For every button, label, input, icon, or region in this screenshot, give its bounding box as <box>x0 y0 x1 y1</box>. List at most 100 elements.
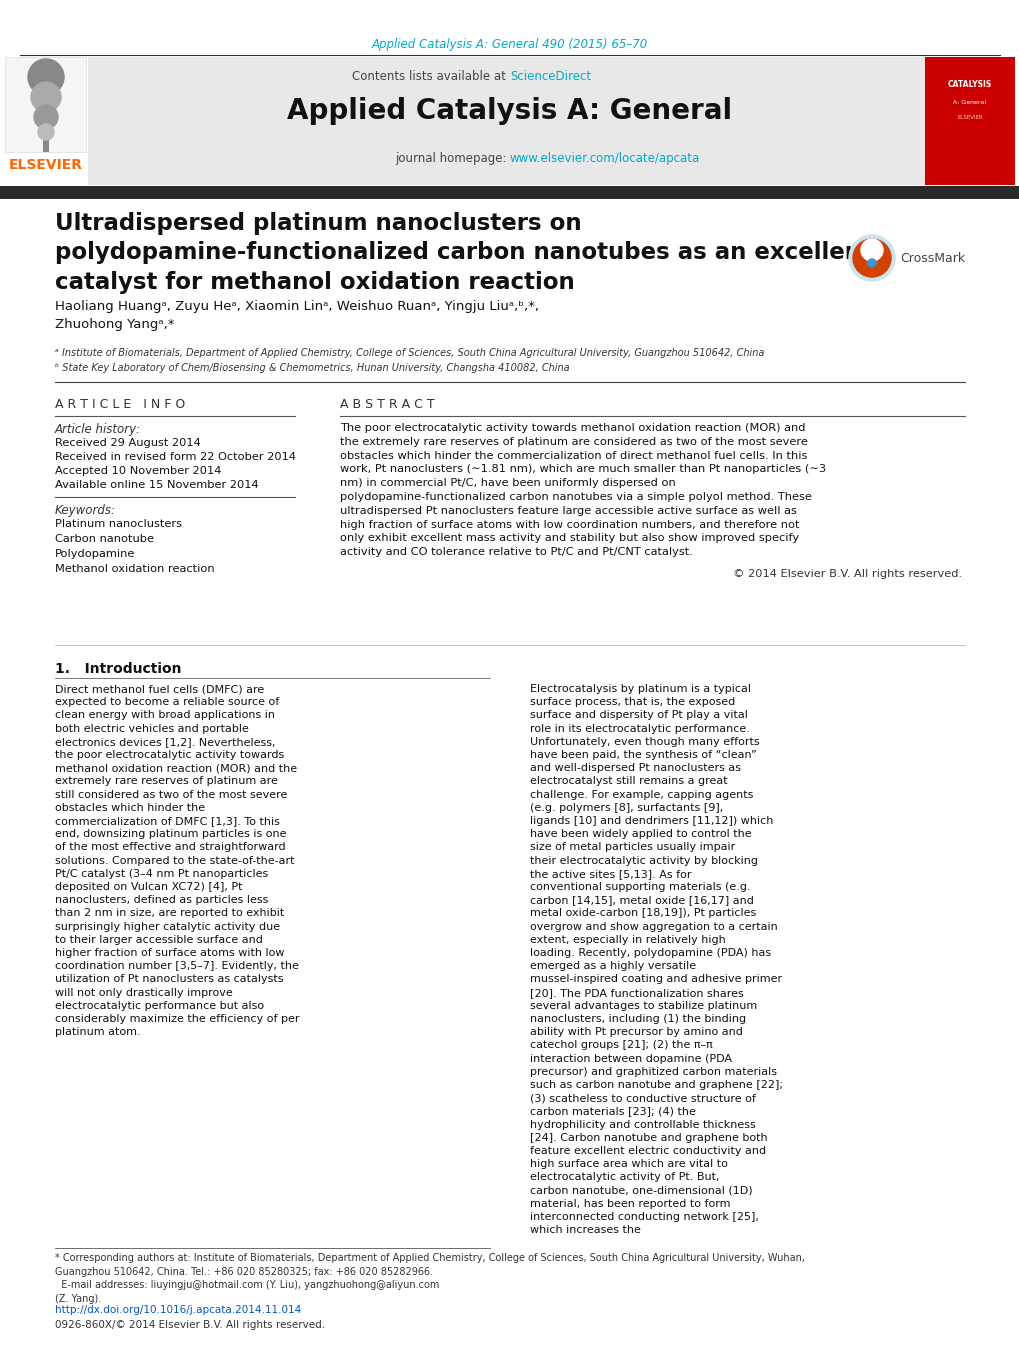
Text: than 2 nm in size, are reported to exhibit: than 2 nm in size, are reported to exhib… <box>55 908 284 919</box>
Bar <box>924 57 1014 185</box>
Text: http://dx.doi.org/10.1016/j.apcata.2014.11.014: http://dx.doi.org/10.1016/j.apcata.2014.… <box>55 1305 301 1315</box>
Text: [24]. Carbon nanotube and graphene both: [24]. Carbon nanotube and graphene both <box>530 1132 767 1143</box>
Text: Available online 15 November 2014: Available online 15 November 2014 <box>55 480 259 490</box>
Text: Platinum nanoclusters: Platinum nanoclusters <box>55 519 181 530</box>
Text: (e.g. polymers [8], surfactants [9],: (e.g. polymers [8], surfactants [9], <box>530 802 722 813</box>
Text: precursor) and graphitized carbon materials: precursor) and graphitized carbon materi… <box>530 1067 776 1077</box>
Text: have been widely applied to control the: have been widely applied to control the <box>530 830 751 839</box>
Text: Electrocatalysis by platinum is a typical: Electrocatalysis by platinum is a typica… <box>530 684 750 694</box>
Text: electrocatalytic performance but also: electrocatalytic performance but also <box>55 1001 264 1011</box>
Text: higher fraction of surface atoms with low: higher fraction of surface atoms with lo… <box>55 948 284 958</box>
Text: www.elsevier.com/locate/apcata: www.elsevier.com/locate/apcata <box>510 153 700 165</box>
Text: nanoclusters, defined as particles less: nanoclusters, defined as particles less <box>55 896 268 905</box>
Text: The poor electrocatalytic activity towards methanol oxidation reaction (MOR) and: The poor electrocatalytic activity towar… <box>339 423 805 434</box>
Text: Direct methanol fuel cells (DMFC) are: Direct methanol fuel cells (DMFC) are <box>55 684 264 694</box>
Text: A B S T R A C T: A B S T R A C T <box>339 399 434 411</box>
Text: both electric vehicles and portable: both electric vehicles and portable <box>55 724 249 734</box>
Text: material, has been reported to form: material, has been reported to form <box>530 1198 730 1209</box>
Circle shape <box>848 235 894 281</box>
Text: ultradispersed Pt nanoclusters feature large accessible active surface as well a: ultradispersed Pt nanoclusters feature l… <box>339 505 796 516</box>
Text: Carbon nanotube: Carbon nanotube <box>55 534 154 544</box>
Text: ᵇ State Key Laboratory of Chem/Biosensing & Chemometrics, Hunan University, Chan: ᵇ State Key Laboratory of Chem/Biosensin… <box>55 363 569 373</box>
Bar <box>5 57 86 153</box>
Text: emerged as a highly versatile: emerged as a highly versatile <box>530 961 695 971</box>
Text: several advantages to stabilize platinum: several advantages to stabilize platinum <box>530 1001 756 1011</box>
Text: feature excellent electric conductivity and: feature excellent electric conductivity … <box>530 1146 765 1156</box>
Text: solutions. Compared to the state-of-the-art: solutions. Compared to the state-of-the-… <box>55 855 294 866</box>
Text: polydopamine-functionalized carbon nanotubes via a simple polyol method. These: polydopamine-functionalized carbon nanot… <box>339 492 811 503</box>
Text: clean energy with broad applications in: clean energy with broad applications in <box>55 711 275 720</box>
Text: the poor electrocatalytic activity towards: the poor electrocatalytic activity towar… <box>55 750 284 761</box>
Text: Article history:: Article history: <box>55 423 141 436</box>
Text: interconnected conducting network [25],: interconnected conducting network [25], <box>530 1212 758 1223</box>
Text: ᵃ Institute of Biomaterials, Department of Applied Chemistry, College of Science: ᵃ Institute of Biomaterials, Department … <box>55 349 763 358</box>
Text: nm) in commercial Pt/C, have been uniformly dispersed on: nm) in commercial Pt/C, have been unifor… <box>339 478 676 488</box>
Text: Methanol oxidation reaction: Methanol oxidation reaction <box>55 563 214 574</box>
Text: platinum atom.: platinum atom. <box>55 1027 141 1038</box>
Circle shape <box>28 59 64 95</box>
Text: have been paid, the synthesis of “clean”: have been paid, the synthesis of “clean” <box>530 750 756 761</box>
Text: (3) scatheless to conductive structure of: (3) scatheless to conductive structure o… <box>530 1093 755 1104</box>
Text: ELSEVIER: ELSEVIER <box>956 115 982 120</box>
Circle shape <box>31 82 61 112</box>
Text: considerably maximize the efficiency of per: considerably maximize the efficiency of … <box>55 1015 300 1024</box>
Text: journal homepage:: journal homepage: <box>394 153 510 165</box>
Circle shape <box>860 239 882 261</box>
Circle shape <box>867 259 875 267</box>
Text: ligands [10] and dendrimers [11,12]) which: ligands [10] and dendrimers [11,12]) whi… <box>530 816 772 825</box>
Text: A: General: A: General <box>953 100 985 105</box>
Text: electrocatalyst still remains a great: electrocatalyst still remains a great <box>530 777 727 786</box>
Bar <box>43 141 49 153</box>
Text: loading. Recently, polydopamine (PDA) has: loading. Recently, polydopamine (PDA) ha… <box>530 948 770 958</box>
Text: nanoclusters, including (1) the binding: nanoclusters, including (1) the binding <box>530 1015 745 1024</box>
Text: Ultradispersed platinum nanoclusters on
polydopamine-functionalized carbon nanot: Ultradispersed platinum nanoclusters on … <box>55 212 871 293</box>
Text: ELSEVIER: ELSEVIER <box>9 158 83 172</box>
Text: hydrophilicity and controllable thickness: hydrophilicity and controllable thicknes… <box>530 1120 755 1129</box>
Text: mussel-inspired coating and adhesive primer: mussel-inspired coating and adhesive pri… <box>530 974 782 985</box>
Text: surface process, that is, the exposed: surface process, that is, the exposed <box>530 697 735 707</box>
Text: Keywords:: Keywords: <box>55 504 116 517</box>
Text: catechol groups [21]; (2) the π–π: catechol groups [21]; (2) the π–π <box>530 1040 712 1050</box>
Text: surface and dispersity of Pt play a vital: surface and dispersity of Pt play a vita… <box>530 711 747 720</box>
Text: Haoliang Huangᵃ, Zuyu Heᵃ, Xiaomin Linᵃ, Weishuo Ruanᵃ, Yingju Liuᵃ,ᵇ,*,
Zhuohon: Haoliang Huangᵃ, Zuyu Heᵃ, Xiaomin Linᵃ,… <box>55 300 538 331</box>
Text: carbon nanotube, one-dimensional (1D): carbon nanotube, one-dimensional (1D) <box>530 1186 752 1196</box>
Text: Pt/C catalyst (3–4 nm Pt nanoparticles: Pt/C catalyst (3–4 nm Pt nanoparticles <box>55 869 268 878</box>
Text: conventional supporting materials (e.g.: conventional supporting materials (e.g. <box>530 882 750 892</box>
Text: end, downsizing platinum particles is one: end, downsizing platinum particles is on… <box>55 830 286 839</box>
Text: © 2014 Elsevier B.V. All rights reserved.: © 2014 Elsevier B.V. All rights reserved… <box>733 569 961 580</box>
Text: metal oxide-carbon [18,19]), Pt particles: metal oxide-carbon [18,19]), Pt particle… <box>530 908 755 919</box>
Text: the extremely rare reserves of platinum are considered as two of the most severe: the extremely rare reserves of platinum … <box>339 436 807 447</box>
Text: commercialization of DMFC [1,3]. To this: commercialization of DMFC [1,3]. To this <box>55 816 279 825</box>
Text: [20]. The PDA functionalization shares: [20]. The PDA functionalization shares <box>530 988 743 997</box>
Text: Applied Catalysis A: General 490 (2015) 65–70: Applied Catalysis A: General 490 (2015) … <box>372 38 647 51</box>
Text: ability with Pt precursor by amino and: ability with Pt precursor by amino and <box>530 1027 742 1038</box>
Text: work, Pt nanoclusters (∼1.81 nm), which are much smaller than Pt nanoparticles (: work, Pt nanoclusters (∼1.81 nm), which … <box>339 465 825 474</box>
Text: carbon materials [23]; (4) the: carbon materials [23]; (4) the <box>530 1106 695 1116</box>
Text: surprisingly higher catalytic activity due: surprisingly higher catalytic activity d… <box>55 921 280 932</box>
Text: CrossMark: CrossMark <box>899 251 964 265</box>
Text: only exhibit excellent mass activity and stability but also show improved specif: only exhibit excellent mass activity and… <box>339 534 798 543</box>
Text: challenge. For example, capping agents: challenge. For example, capping agents <box>530 789 753 800</box>
Text: 0926-860X/© 2014 Elsevier B.V. All rights reserved.: 0926-860X/© 2014 Elsevier B.V. All right… <box>55 1320 325 1329</box>
Text: obstacles which hinder the: obstacles which hinder the <box>55 802 205 813</box>
Text: electrocatalytic activity of Pt. But,: electrocatalytic activity of Pt. But, <box>530 1173 718 1182</box>
Text: of the most effective and straightforward: of the most effective and straightforwar… <box>55 843 285 852</box>
Text: CATALYSIS: CATALYSIS <box>947 80 991 89</box>
Text: to their larger accessible surface and: to their larger accessible surface and <box>55 935 263 944</box>
Text: such as carbon nanotube and graphene [22];: such as carbon nanotube and graphene [22… <box>530 1079 783 1090</box>
Text: will not only drastically improve: will not only drastically improve <box>55 988 232 997</box>
Text: methanol oxidation reaction (MOR) and the: methanol oxidation reaction (MOR) and th… <box>55 763 297 773</box>
Text: interaction between dopamine (PDA: interaction between dopamine (PDA <box>530 1054 732 1063</box>
Text: carbon [14,15], metal oxide [16,17] and: carbon [14,15], metal oxide [16,17] and <box>530 896 753 905</box>
Text: Unfortunately, even though many efforts: Unfortunately, even though many efforts <box>530 736 759 747</box>
Text: deposited on Vulcan XC72) [4], Pt: deposited on Vulcan XC72) [4], Pt <box>55 882 243 892</box>
Text: obstacles which hinder the commercialization of direct methanol fuel cells. In t: obstacles which hinder the commercializa… <box>339 451 807 461</box>
Text: A R T I C L E   I N F O: A R T I C L E I N F O <box>55 399 185 411</box>
Text: overgrow and show aggregation to a certain: overgrow and show aggregation to a certa… <box>530 921 777 932</box>
Bar <box>88 57 924 185</box>
Text: size of metal particles usually impair: size of metal particles usually impair <box>530 843 735 852</box>
Text: activity and CO tolerance relative to Pt/C and Pt/CNT catalyst.: activity and CO tolerance relative to Pt… <box>339 547 692 557</box>
Text: extremely rare reserves of platinum are: extremely rare reserves of platinum are <box>55 777 277 786</box>
Text: and well-dispersed Pt nanoclusters as: and well-dispersed Pt nanoclusters as <box>530 763 740 773</box>
Bar <box>0 186 1019 199</box>
